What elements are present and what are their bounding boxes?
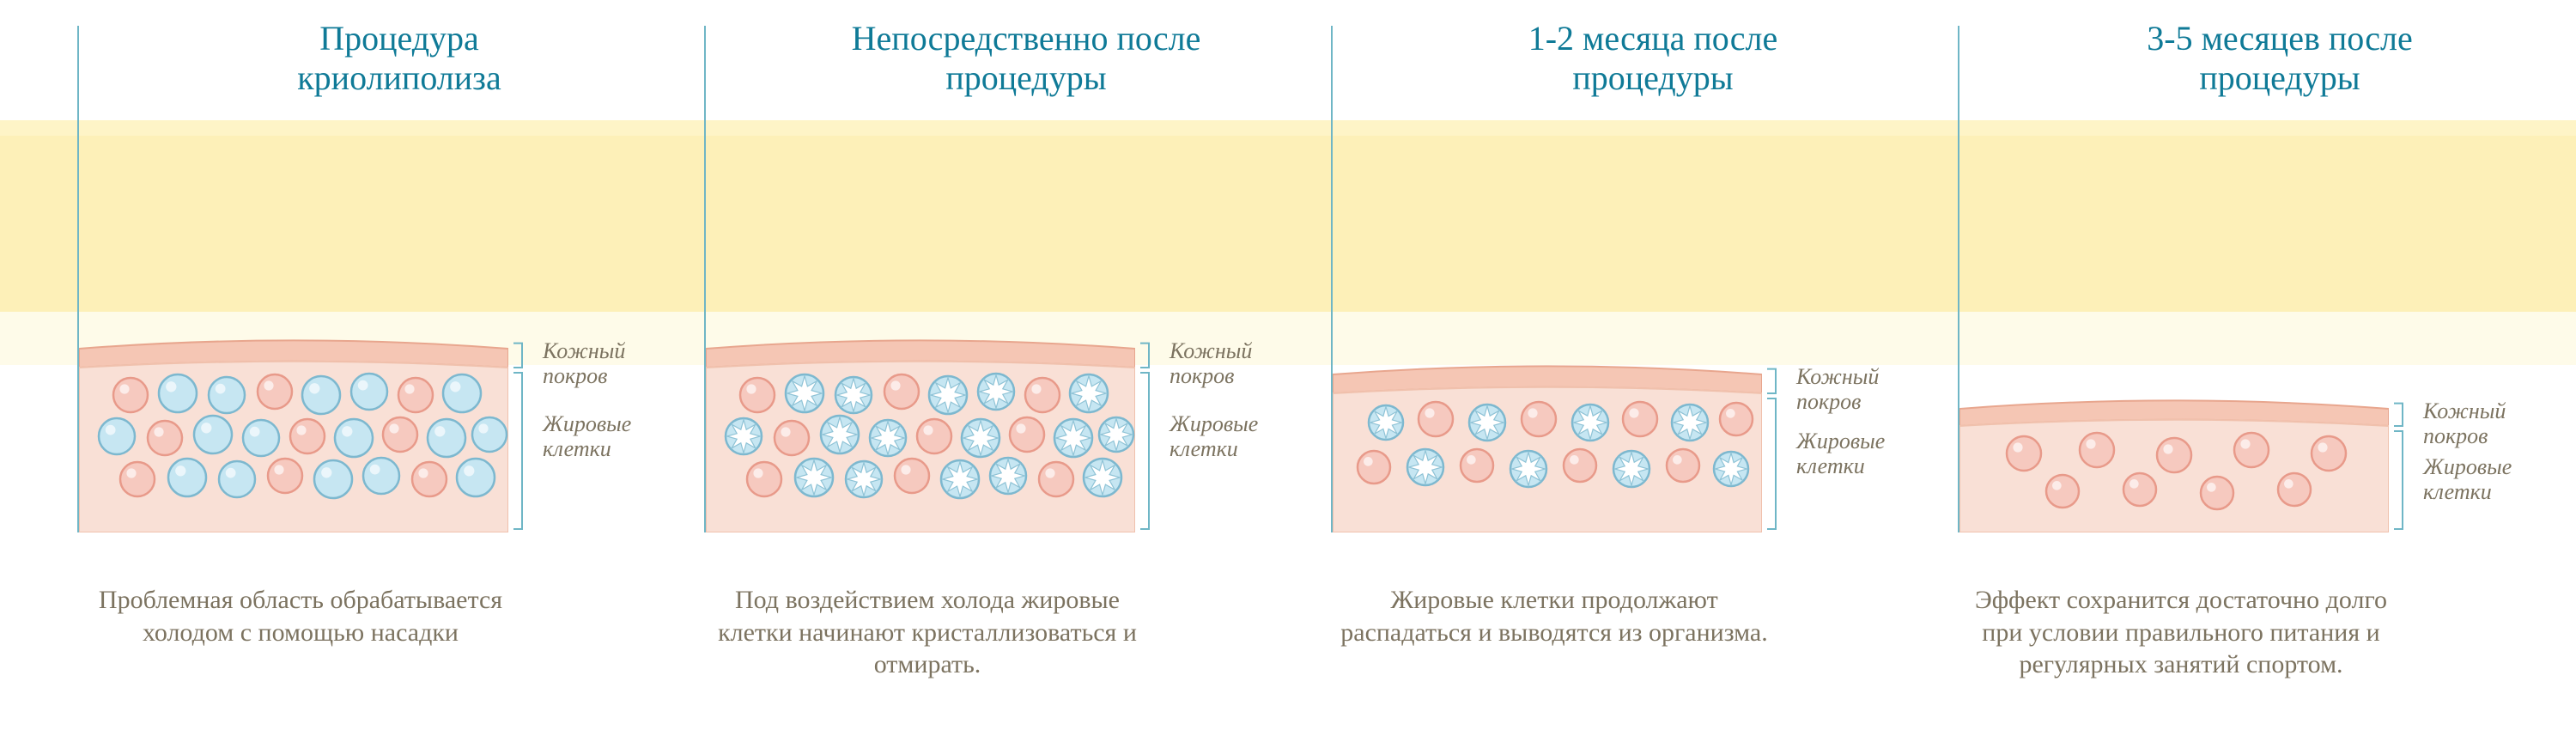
label-fat: Жировыеклетки xyxy=(543,412,680,461)
fat-cell-red xyxy=(113,378,148,412)
fat-cell-red xyxy=(1720,403,1753,435)
fat-cell-red xyxy=(258,374,292,409)
fat-cell-red xyxy=(2234,433,2269,467)
label-skin: Кожныйпокров xyxy=(1170,339,1307,388)
fat-cell-red xyxy=(884,374,919,409)
fat-cell-red xyxy=(120,462,155,496)
fat-cell-red xyxy=(1419,402,1453,436)
tissue-block: КожныйпокровЖировыеклетки xyxy=(79,335,508,532)
fat-cell-blue xyxy=(314,460,352,498)
stage-title: Процедуракриолиполиза xyxy=(112,19,687,98)
fat-cell-red xyxy=(1623,402,1657,436)
fat-cell-red xyxy=(1667,449,1699,482)
label-skin: Кожныйпокров xyxy=(1796,365,1934,414)
fat-cell-red xyxy=(2046,475,2079,508)
fat-cell-red xyxy=(2278,473,2311,506)
fat-cell-blue xyxy=(99,418,135,454)
stage-description: Жировые клетки продолжают распадаться и … xyxy=(1331,584,1777,648)
fat-cell-blue xyxy=(457,459,495,496)
fat-cell-blue xyxy=(159,374,197,412)
stage-description: Проблемная область обрабатывается холодо… xyxy=(77,584,524,648)
stage-1: ПроцедуракриолиполизаКожныйпокровЖировые… xyxy=(77,0,704,730)
fat-cell-red xyxy=(1522,402,1556,436)
stage-title: 1-2 месяца послепроцедуры xyxy=(1365,19,1941,98)
fat-cell-red xyxy=(383,417,417,452)
fat-cell-blue xyxy=(209,377,245,413)
fat-cell-red xyxy=(1358,451,1390,484)
fat-cell-blue xyxy=(363,458,399,494)
fat-cell-red xyxy=(895,459,929,493)
stage-2: Непосредственно послепроцедуры Кожныйпокр… xyxy=(704,0,1331,730)
fat-cell-red xyxy=(747,462,781,496)
tissue-block: КожныйпокровЖировыеклетки xyxy=(1959,395,2389,532)
fat-cell-red xyxy=(1564,449,1596,482)
stage-4: 3-5 месяцев послепроцедурыКожныйпокровЖи… xyxy=(1958,0,2576,730)
fat-cell-blue xyxy=(428,419,465,457)
tissue-block: КожныйпокровЖировыеклетки xyxy=(706,335,1135,532)
label-fat: Жировыеклетки xyxy=(2423,455,2561,504)
label-fat: Жировыеклетки xyxy=(1170,412,1307,461)
fat-cell-red xyxy=(398,378,433,412)
fat-cell-red xyxy=(268,459,302,493)
label-fat: Жировыеклетки xyxy=(1796,429,1934,478)
fat-cell-red xyxy=(290,419,325,453)
fat-cell-red xyxy=(2080,433,2114,467)
fat-cell-blue xyxy=(168,459,206,496)
fat-cell-blue xyxy=(194,416,232,453)
fat-cell-red xyxy=(1025,378,1060,412)
fat-cell-red xyxy=(412,462,447,496)
stage-title: Непосредственно послепроцедуры xyxy=(738,19,1314,98)
diagram-canvas: ПроцедуракриолиполизаКожныйпокровЖировые… xyxy=(0,0,2576,730)
fat-cell-red xyxy=(740,378,775,412)
fat-cell-red xyxy=(775,421,809,455)
stage-title: 3-5 месяцев послепроцедуры xyxy=(1992,19,2567,98)
stage-description: Под воздействием холода жировые клетки н… xyxy=(704,584,1151,681)
label-skin: Кожныйпокров xyxy=(543,339,680,388)
fat-cell-red xyxy=(2123,473,2156,506)
fat-cell-red xyxy=(917,419,951,453)
fat-cell-blue xyxy=(472,417,507,452)
fat-cell-blue xyxy=(335,419,373,457)
fat-cell-red xyxy=(2007,436,2041,471)
fat-cell-red xyxy=(2201,477,2233,509)
tissue-block: КожныйпокровЖировыеклетки xyxy=(1333,361,1762,532)
fat-cell-red xyxy=(148,421,182,455)
fat-cell-blue xyxy=(302,376,340,414)
fat-cell-red xyxy=(1010,417,1044,452)
fat-cell-red xyxy=(1461,449,1493,482)
stage-description: Эффект сохранится достаточно долго при у… xyxy=(1958,584,2404,681)
stage-3: 1-2 месяца послепроцедурыКожныйпокровЖир… xyxy=(1331,0,1958,730)
fat-cell-red xyxy=(1039,462,1073,496)
label-skin: Кожныйпокров xyxy=(2423,399,2561,448)
fat-cell-blue xyxy=(243,420,279,456)
fat-cell-blue xyxy=(351,374,387,410)
fat-cell-blue xyxy=(443,374,481,412)
fat-cell-red xyxy=(2312,436,2346,471)
fat-cell-blue xyxy=(219,461,255,497)
fat-cell-red xyxy=(2157,438,2191,472)
